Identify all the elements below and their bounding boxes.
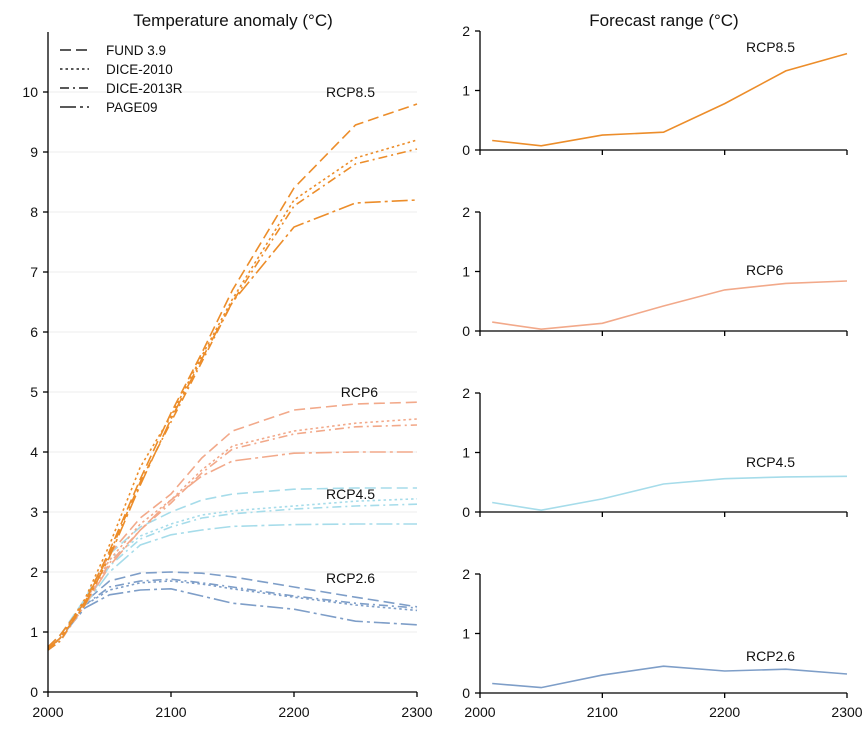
- series-line-rcp8-5-dice-2013r: [47, 148, 418, 651]
- left-series-lines: [47, 103, 418, 651]
- series-line-rcp6-fund-3-9: [47, 401, 418, 648]
- y-tick-label: 9: [30, 144, 38, 160]
- forecast-range-subplots: 0 1 2 RCP8.5 0 1 2 RCP6 0 1 2 RCP4.5 0 1 2 2000 2100 2200…: [462, 23, 863, 720]
- series-line-rcp8-5-page09: [47, 199, 418, 650]
- legend: FUND 3.9 DICE-2010 DICE-2013R PAGE09: [60, 43, 183, 115]
- x-tick-label: 2300: [401, 704, 432, 720]
- forecast-panel-rcp4-5: 0 1 2 RCP4.5: [462, 385, 848, 520]
- scenario-label-rcp8-5: RCP8.5: [326, 84, 375, 100]
- forecast-label-rcp4-5: RCP4.5: [746, 454, 795, 470]
- forecast-y-tick-label: 1: [462, 445, 470, 461]
- y-tick-label: 10: [22, 84, 38, 100]
- x-tick-label: 2200: [278, 704, 309, 720]
- forecast-range-panel: Forecast range (°C) 0 1 2 RCP8.5 0 1 2 RCP6 0 1 2 R…: [462, 11, 863, 720]
- y-tick-label: 0: [30, 684, 38, 700]
- forecast-y-tick-label: 2: [462, 385, 470, 401]
- scenario-labels: RCP8.5 RCP6 RCP4.5 RCP2.6: [326, 84, 378, 586]
- y-tick-label: 3: [30, 504, 38, 520]
- left-gridlines: [48, 91, 417, 633]
- forecast-y-tick-label: 2: [462, 566, 470, 582]
- forecast-line-rcp6: [492, 280, 848, 331]
- series-line-rcp6-page09: [47, 451, 417, 650]
- y-tick-label: 8: [30, 204, 38, 220]
- left-panel-title: Temperature anomaly (°C): [133, 11, 333, 30]
- y-tick-label: 1: [30, 624, 38, 640]
- x-tick-label: 2100: [155, 704, 186, 720]
- series-line-rcp6-dice-2013r: [47, 424, 418, 651]
- forecast-panel-rcp2-6: 0 1 2 2000 2100 2200 2300 RCP2.6: [462, 566, 863, 720]
- scenario-label-rcp4-5: RCP4.5: [326, 486, 375, 502]
- temperature-anomaly-panel: Temperature anomaly (°C) 0 1 2 3 4 5 6 7 8 9 10 200…: [22, 11, 432, 720]
- scenario-label-rcp6: RCP6: [341, 384, 379, 400]
- forecast-line-rcp8-5: [492, 52, 848, 147]
- legend-label-dice-2010: DICE-2010: [106, 62, 173, 77]
- series-line-rcp2-6-dice-2013r: [47, 578, 418, 651]
- forecast-y-tick-label: 2: [462, 23, 470, 39]
- right-panel-title: Forecast range (°C): [589, 11, 738, 30]
- y-tick-label: 6: [30, 324, 38, 340]
- y-tick-label: 7: [30, 264, 38, 280]
- legend-label-dice-2013r: DICE-2013R: [106, 81, 183, 96]
- forecast-label-rcp2-6: RCP2.6: [746, 648, 795, 664]
- forecast-y-tick-label: 0: [462, 504, 470, 520]
- legend-label-page09: PAGE09: [106, 100, 158, 115]
- forecast-y-tick-label: 2: [462, 204, 470, 220]
- forecast-y-tick-label: 1: [462, 626, 470, 642]
- forecast-line-rcp4-5: [492, 475, 848, 512]
- forecast-y-tick-label: 1: [462, 83, 470, 99]
- forecast-panel-rcp8-5: 0 1 2 RCP8.5: [462, 23, 848, 158]
- series-line-rcp8-5-dice-2010: [47, 139, 418, 651]
- series-line-rcp6-dice-2010: [47, 418, 418, 651]
- series-line-rcp8-5-fund-3-9: [47, 103, 418, 648]
- forecast-x-tick-label: 2100: [587, 704, 618, 720]
- forecast-panel-rcp6: 0 1 2 RCP6: [462, 204, 848, 339]
- forecast-y-tick-label: 0: [462, 323, 470, 339]
- y-tick-label: 4: [30, 444, 38, 460]
- forecast-x-tick-label: 2200: [709, 704, 740, 720]
- forecast-y-tick-label: 1: [462, 264, 470, 280]
- scenario-label-rcp2-6: RCP2.6: [326, 570, 375, 586]
- left-axes: 0 1 2 3 4 5 6 7 8 9 10 2000 2100 2200 2300: [22, 32, 433, 720]
- y-tick-label: 2: [30, 564, 38, 580]
- forecast-label-rcp6: RCP6: [746, 262, 784, 278]
- forecast-y-tick-label: 0: [462, 142, 470, 158]
- forecast-label-rcp8-5: RCP8.5: [746, 39, 795, 55]
- legend-label-fund-3-9: FUND 3.9: [106, 43, 166, 58]
- forecast-y-tick-label: 0: [462, 685, 470, 701]
- forecast-x-tick-label: 2000: [464, 704, 495, 720]
- forecast-x-tick-label: 2300: [831, 704, 862, 720]
- series-line-rcp2-6-fund-3-9: [47, 571, 418, 648]
- y-tick-label: 5: [30, 384, 38, 400]
- forecast-line-rcp2-6: [492, 665, 848, 689]
- x-tick-label: 2000: [32, 704, 63, 720]
- series-line-rcp4-5-page09: [47, 523, 417, 650]
